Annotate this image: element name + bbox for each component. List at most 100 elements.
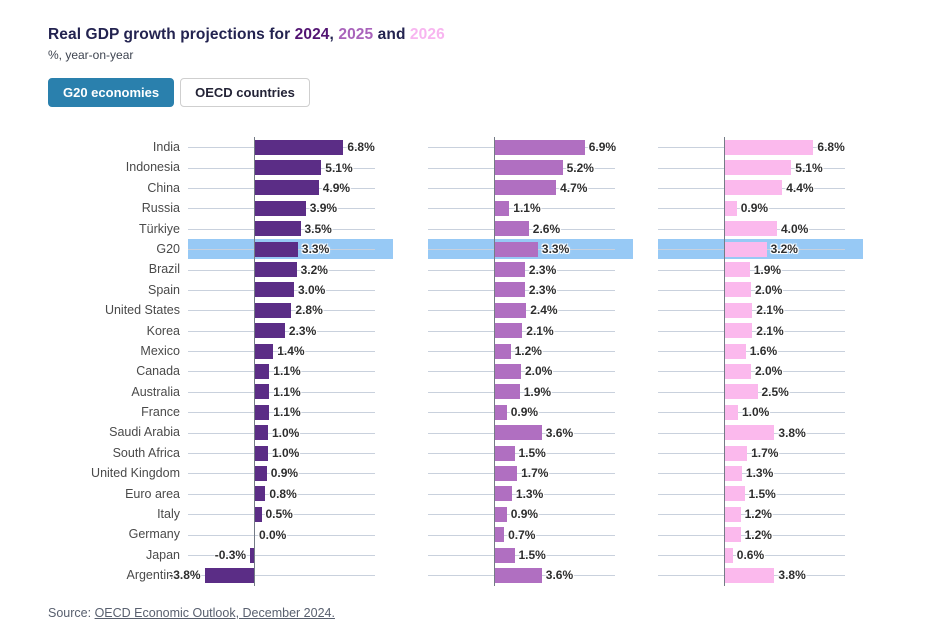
- panel-2024: 2.3%: [188, 320, 393, 341]
- panel-2024: 0.5%: [188, 504, 393, 525]
- panel-2025: 1.9%: [428, 381, 633, 403]
- grid-line: [188, 493, 375, 495]
- bar-2026: [725, 384, 758, 400]
- panel-2024: 3.2%: [188, 259, 393, 280]
- value-label: 3.0%: [298, 282, 326, 297]
- axis-line: [494, 504, 495, 525]
- grid-line: [188, 473, 375, 475]
- axis-line: [724, 157, 725, 178]
- chart-row: United States 2.8% 2.4% 2.1%: [48, 300, 938, 321]
- bar-2026: [725, 527, 741, 543]
- bar-2024: [255, 343, 274, 359]
- chart-row: Argentina -3.8% 3.6% 3.8%: [48, 565, 938, 586]
- grid-line: [658, 289, 845, 291]
- bar-2025: [495, 160, 563, 176]
- axis-line: [724, 340, 725, 362]
- bar-2026: [725, 282, 751, 298]
- bar-2025: [495, 323, 523, 339]
- value-label: 1.0%: [742, 405, 770, 420]
- toggle-g20-economies[interactable]: G20 economies: [48, 78, 175, 107]
- axis-line: [494, 300, 495, 321]
- grid-line: [188, 371, 375, 373]
- grid-line: [428, 514, 615, 516]
- value-label: 3.9%: [309, 201, 338, 216]
- panel-2025: 3.6%: [428, 565, 633, 586]
- country-label: Türkiye: [139, 221, 180, 236]
- bar-2024: [255, 302, 292, 318]
- bar-2024: [255, 486, 266, 502]
- value-label: 2.3%: [528, 262, 557, 277]
- grid-line: [658, 555, 845, 556]
- value-label: 1.2%: [744, 507, 772, 522]
- panel-2025: 1.7%: [428, 463, 633, 484]
- axis-line: [724, 422, 725, 443]
- axis-line: [254, 504, 255, 525]
- panel-2026: 6.8%: [658, 137, 863, 158]
- toggle-oecd-countries[interactable]: OECD countries: [180, 78, 310, 107]
- bar-2025: [495, 343, 511, 359]
- bar-2026: [725, 343, 746, 359]
- value-label: 1.2%: [744, 527, 772, 542]
- axis-line: [724, 137, 725, 158]
- country-label: China: [147, 180, 180, 195]
- bar-2026: [725, 404, 738, 420]
- gdp-bar-chart: India 6.8% 6.9% 6.8% Indonesia 5.1% 5.2% 5.1% Ch…: [48, 137, 938, 586]
- bar-2025: [495, 302, 527, 318]
- axis-line: [254, 483, 255, 505]
- bar-2024: [255, 241, 298, 257]
- country-label: South Africa: [112, 445, 180, 460]
- value-label: 0.9%: [510, 507, 539, 522]
- bar-2026: [725, 139, 814, 155]
- panel-2026: 3.8%: [658, 565, 863, 586]
- value-label: 2.0%: [525, 364, 553, 379]
- axis-line: [724, 320, 725, 341]
- panel-2026: 5.1%: [658, 157, 863, 178]
- axis-line: [254, 218, 255, 239]
- chart-row: Canada 1.1% 2.0% 2.0%: [48, 361, 938, 382]
- source-line: Source: OECD Economic Outlook, December …: [48, 606, 938, 620]
- chart-row: Indonesia 5.1% 5.2% 5.1%: [48, 157, 938, 178]
- value-label: 6.8%: [347, 140, 375, 155]
- value-label: 3.5%: [304, 221, 332, 236]
- value-label: 0.5%: [265, 507, 293, 522]
- panel-2026: 1.0%: [658, 402, 863, 423]
- grid-line: [428, 555, 615, 556]
- value-label: 1.1%: [273, 364, 301, 379]
- source-link[interactable]: OECD Economic Outlook, December 2024.: [94, 605, 335, 620]
- bar-2025: [495, 567, 542, 583]
- bar-2026: [725, 221, 777, 237]
- panel-2024: 1.0%: [188, 442, 393, 464]
- axis-line: [494, 565, 495, 586]
- axis-line: [724, 544, 725, 566]
- bar-2024: [255, 200, 306, 216]
- title-separator-comma: ,: [329, 26, 339, 43]
- axis-line: [494, 361, 495, 382]
- panel-2026: 4.4%: [658, 177, 863, 199]
- axis-line: [494, 381, 495, 403]
- value-label: 6.9%: [588, 140, 617, 155]
- country-label: Spain: [148, 282, 180, 297]
- country-label: Saudi Arabia: [109, 425, 180, 440]
- axis-line: [724, 259, 725, 280]
- panel-2024: 0.9%: [188, 463, 393, 484]
- country-label: United States: [104, 303, 180, 318]
- panel-2026: 0.9%: [658, 198, 863, 219]
- panel-2026: 1.7%: [658, 442, 863, 464]
- bar-2025: [495, 425, 542, 441]
- bar-2025: [495, 527, 505, 543]
- bar-2026: [725, 567, 775, 583]
- dataset-toggle-group: G20 economies OECD countries: [48, 78, 938, 107]
- value-label: 1.9%: [753, 262, 782, 277]
- bar-2025: [495, 180, 557, 196]
- value-label: 1.7%: [521, 466, 549, 481]
- grid-line: [188, 351, 375, 353]
- bar-2026: [725, 160, 792, 176]
- bar-2024: [255, 262, 297, 278]
- panel-2026: 1.2%: [658, 504, 863, 525]
- chart-row: China 4.9% 4.7% 4.4%: [48, 177, 938, 199]
- chart-row: Australia 1.1% 1.9% 2.5%: [48, 381, 938, 403]
- bar-2025: [495, 486, 512, 502]
- axis-line: [254, 238, 255, 260]
- panel-2025: 2.0%: [428, 361, 633, 382]
- grid-line: [428, 208, 615, 210]
